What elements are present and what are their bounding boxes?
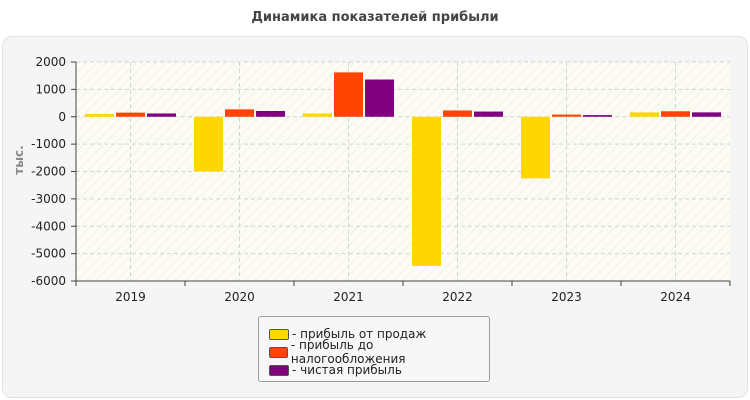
- legend-swatch: [269, 346, 288, 358]
- y-tick-label: -3000: [31, 192, 66, 206]
- bar: [365, 79, 394, 117]
- x-tick-label: 2021: [333, 290, 364, 304]
- legend-swatch: [269, 328, 289, 340]
- bar: [303, 113, 332, 117]
- legend-label: - чистая прибыль: [292, 363, 402, 377]
- bar: [692, 112, 721, 117]
- legend-label: - прибыль до налогообложения: [290, 338, 406, 366]
- bar: [334, 72, 363, 117]
- y-tick-label: 2000: [35, 55, 66, 69]
- x-tick-label: 2020: [224, 290, 255, 304]
- bar: [256, 111, 285, 117]
- bar: [412, 116, 441, 266]
- x-tick-label: 2024: [660, 290, 691, 304]
- bar: [443, 110, 472, 117]
- y-tick-label: 0: [58, 110, 66, 124]
- legend-item: - чистая прибыль: [269, 361, 479, 379]
- bar: [194, 116, 223, 172]
- legend-label: - прибыль от продаж: [292, 327, 427, 341]
- y-tick-label: -2000: [31, 165, 66, 179]
- x-tick-label: 2019: [115, 290, 146, 304]
- y-tick-label: -6000: [31, 274, 66, 288]
- y-tick-label: -5000: [31, 247, 66, 261]
- legend-swatch: [269, 364, 289, 376]
- x-tick-label: 2022: [442, 290, 473, 304]
- bar: [225, 109, 254, 117]
- bar: [85, 114, 114, 117]
- y-tick-label: -1000: [31, 137, 66, 151]
- legend: - прибыль от продаж - прибыль до налогоо…: [258, 316, 490, 382]
- bar: [521, 116, 550, 179]
- bar: [552, 114, 581, 117]
- bar: [474, 111, 503, 117]
- legend-item: - прибыль до налогообложения: [269, 338, 479, 366]
- y-axis-label: тыс.: [12, 145, 26, 174]
- bars: [85, 72, 721, 266]
- bar: [583, 115, 612, 117]
- bar: [630, 112, 659, 117]
- axes: 2000 1000 0 -1000 -2000 -3000 -4000 -5000 -6000 2…: [31, 55, 731, 304]
- x-tick-label: 2023: [551, 290, 582, 304]
- y-tick-label: -4000: [31, 219, 66, 233]
- bar: [116, 112, 145, 117]
- bar: [147, 113, 176, 117]
- bar: [661, 111, 690, 117]
- legend-item: - прибыль от продаж: [269, 325, 479, 343]
- chart-title: Динамика показателей прибыли: [251, 10, 499, 25]
- y-tick-label: 1000: [35, 82, 66, 96]
